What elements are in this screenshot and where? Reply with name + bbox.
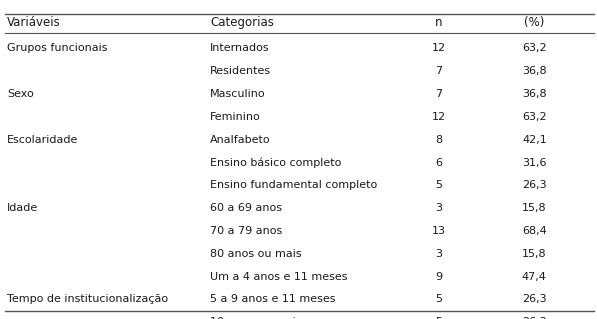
Text: 7: 7	[435, 66, 442, 76]
Text: (%): (%)	[524, 17, 544, 29]
Text: 12: 12	[432, 112, 446, 122]
Text: Categorias: Categorias	[210, 17, 274, 29]
Text: Analfabeto: Analfabeto	[210, 135, 271, 145]
Text: Feminino: Feminino	[210, 112, 261, 122]
Text: Ensino básico completo: Ensino básico completo	[210, 157, 341, 168]
Text: Um a 4 anos e 11 meses: Um a 4 anos e 11 meses	[210, 271, 347, 282]
Text: 15,8: 15,8	[522, 249, 547, 259]
Text: 15,8: 15,8	[522, 203, 547, 213]
Text: 26,3: 26,3	[522, 180, 547, 190]
Text: 36,8: 36,8	[522, 66, 547, 76]
Text: 60 a 69 anos: 60 a 69 anos	[210, 203, 282, 213]
Text: Escolaridade: Escolaridade	[7, 135, 79, 145]
Text: 42,1: 42,1	[522, 135, 547, 145]
Text: 63,2: 63,2	[522, 112, 547, 122]
Text: 3: 3	[435, 249, 442, 259]
Text: 10 anos ou mais: 10 anos ou mais	[210, 317, 301, 319]
Text: 5: 5	[435, 180, 442, 190]
Text: Masculino: Masculino	[210, 89, 266, 99]
Text: 36,8: 36,8	[522, 89, 547, 99]
Text: Grupos funcionais: Grupos funcionais	[7, 43, 107, 54]
Text: Ensino fundamental completo: Ensino fundamental completo	[210, 180, 377, 190]
Text: 70 a 79 anos: 70 a 79 anos	[210, 226, 282, 236]
Text: 5: 5	[435, 294, 442, 304]
Text: 26,3: 26,3	[522, 294, 547, 304]
Text: 31,6: 31,6	[522, 158, 547, 167]
Text: 7: 7	[435, 89, 442, 99]
Text: Tempo de institucionalização: Tempo de institucionalização	[7, 294, 168, 304]
Text: 68,4: 68,4	[522, 226, 547, 236]
Text: 26,3: 26,3	[522, 317, 547, 319]
Text: 9: 9	[435, 271, 442, 282]
Text: 13: 13	[432, 226, 446, 236]
Text: 47,4: 47,4	[522, 271, 547, 282]
Text: 80 anos ou mais: 80 anos ou mais	[210, 249, 301, 259]
Text: 5: 5	[435, 317, 442, 319]
Text: Internados: Internados	[210, 43, 270, 54]
Text: Variáveis: Variáveis	[7, 17, 61, 29]
Text: 6: 6	[435, 158, 442, 167]
Text: Residentes: Residentes	[210, 66, 271, 76]
Text: 12: 12	[432, 43, 446, 54]
Text: 5 a 9 anos e 11 meses: 5 a 9 anos e 11 meses	[210, 294, 336, 304]
Text: 63,2: 63,2	[522, 43, 547, 54]
Text: Sexo: Sexo	[7, 89, 34, 99]
Text: 8: 8	[435, 135, 442, 145]
Text: 3: 3	[435, 203, 442, 213]
Text: Idade: Idade	[7, 203, 38, 213]
Text: n: n	[435, 17, 442, 29]
